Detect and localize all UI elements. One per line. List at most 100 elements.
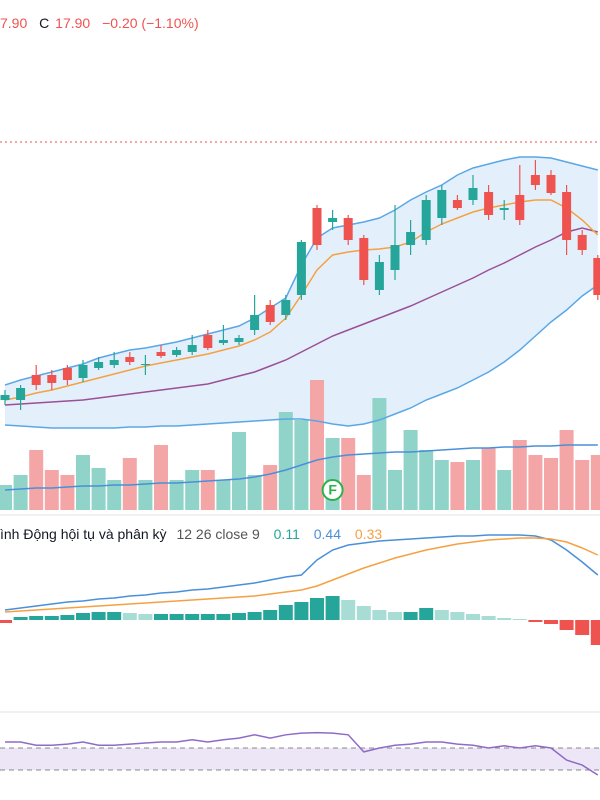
macd-line <box>4 537 599 613</box>
macd-histogram <box>169 614 184 620</box>
volume-bar <box>341 438 356 510</box>
macd-value: 0.33 <box>355 526 382 542</box>
candle-body <box>421 200 431 240</box>
volume-bar <box>185 470 200 510</box>
candle-body <box>125 357 135 362</box>
volume-bar <box>29 450 44 510</box>
candle-body <box>328 218 338 222</box>
candle-body <box>31 375 41 385</box>
macd-histogram <box>372 610 387 620</box>
macd-histogram <box>107 612 122 620</box>
macd-histogram <box>434 610 449 620</box>
macd-histogram <box>0 620 12 623</box>
macd-histogram <box>325 596 340 620</box>
macd-histogram <box>481 616 496 620</box>
candle-body <box>16 388 26 400</box>
volume-bar <box>0 485 12 510</box>
volume-bar <box>76 455 90 510</box>
candle-body <box>109 360 119 365</box>
macd-histogram <box>341 600 356 620</box>
volume-bar <box>91 468 106 510</box>
candle-body <box>203 335 213 348</box>
candle-body <box>156 352 166 356</box>
volume-bar <box>169 480 184 510</box>
macd-legend: ình Động hội tụ và phân kỳ 12 26 close 9… <box>0 526 382 542</box>
candle-body <box>234 338 244 342</box>
macd-histogram <box>559 620 574 630</box>
volume-bar <box>310 380 324 510</box>
candle-body <box>484 192 494 215</box>
rsi-band <box>0 748 600 771</box>
volume-ma <box>4 444 598 491</box>
candle-body <box>0 395 10 400</box>
candle-body <box>94 362 104 368</box>
annotation-marker <box>321 479 344 501</box>
candle-body <box>577 235 587 250</box>
candle-body <box>468 188 478 200</box>
volume-bar <box>575 460 590 510</box>
volume-bar <box>60 475 75 510</box>
volume-bar <box>388 470 402 510</box>
volume-bar <box>512 440 527 510</box>
volume-bar <box>278 412 293 510</box>
macd-params: 12 26 close 9 <box>176 526 259 542</box>
macd-histogram <box>154 614 168 620</box>
volume-bar <box>419 450 434 510</box>
macd-histogram <box>185 614 200 620</box>
candle-body <box>437 190 447 218</box>
candle-body <box>359 238 369 280</box>
candle-body <box>62 368 72 380</box>
candle-body <box>281 300 291 315</box>
volume-bar <box>450 462 465 510</box>
indicator-line <box>4 284 599 429</box>
macd-histogram <box>544 620 558 624</box>
candle-body <box>343 218 353 240</box>
macd-histogram <box>247 612 262 620</box>
volume-bar <box>13 475 28 510</box>
candle-body <box>172 350 182 355</box>
volume-bar <box>559 430 574 510</box>
macd-histogram <box>310 598 324 620</box>
volume-bar <box>544 458 558 510</box>
macd-histogram <box>419 608 434 620</box>
volume-bar <box>356 475 371 510</box>
macd-histogram <box>44 616 59 620</box>
volume-bar <box>107 480 122 510</box>
change: −0.20 (−1.10%) <box>102 15 199 31</box>
volume-bar <box>466 460 480 510</box>
volume-bar <box>44 470 59 510</box>
macd-histogram <box>76 613 90 620</box>
macd-histogram <box>575 620 590 635</box>
candle-body <box>374 262 384 290</box>
macd-value: 0.11 <box>274 526 300 542</box>
volume-bar <box>497 470 512 510</box>
macd-histogram <box>13 617 28 620</box>
annotation-label: F <box>328 482 337 498</box>
macd-line <box>4 534 599 611</box>
macd-value: 0.44 <box>314 526 341 542</box>
volume-bar <box>434 460 449 510</box>
macd-histogram <box>122 613 137 620</box>
volume-bar <box>372 398 387 510</box>
candle-body <box>78 365 88 378</box>
candle-body <box>218 340 228 343</box>
macd-histogram <box>497 618 512 620</box>
volume-bar <box>528 455 543 510</box>
candle-body <box>499 208 509 210</box>
macd-histogram <box>512 619 527 620</box>
macd-histogram <box>528 620 543 622</box>
macd-histogram <box>232 613 246 620</box>
candle-body <box>593 258 600 295</box>
candle-body <box>546 175 556 193</box>
candle-body <box>296 242 306 295</box>
candle-body <box>390 245 400 270</box>
volume-bar <box>263 465 278 510</box>
macd-title: ình Động hội tụ và phân kỳ <box>0 526 167 542</box>
candle-body <box>265 305 275 322</box>
macd-histogram <box>138 614 153 620</box>
macd-histogram <box>263 610 278 620</box>
volume-bar <box>138 480 153 510</box>
ohlc-legend: 7.90 C 17.90 −0.20 (−1.10%) <box>0 15 199 31</box>
